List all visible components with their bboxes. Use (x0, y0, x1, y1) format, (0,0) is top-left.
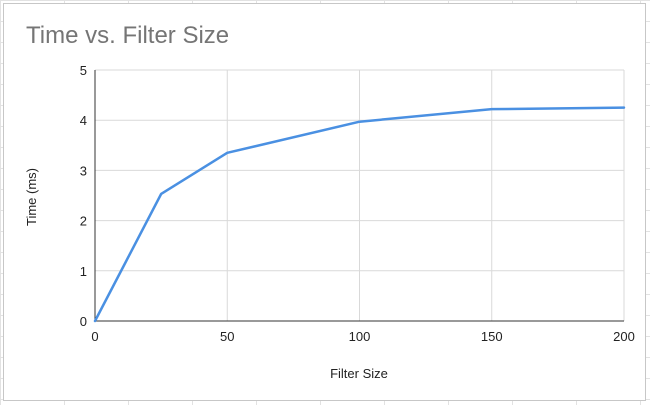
y-tick-label: 4 (80, 113, 87, 128)
x-tick-label: 0 (91, 329, 98, 344)
y-tick-label: 2 (80, 214, 87, 229)
y-tick-label: 1 (80, 264, 87, 279)
chart-title: Time vs. Filter Size (26, 22, 230, 49)
x-tick-label: 50 (220, 329, 234, 344)
y-tick-label: 0 (80, 314, 87, 329)
x-tick-label: 100 (349, 329, 371, 344)
y-tick-label: 5 (80, 63, 87, 78)
x-axis-label: Filter Size (330, 366, 388, 381)
series-line (93, 106, 626, 323)
y-axis-label: Time (ms) (24, 168, 39, 226)
x-tick-label: 150 (481, 329, 503, 344)
axes (94, 70, 624, 322)
grid-lines (95, 69, 625, 321)
series (93, 106, 626, 323)
y-tick-label: 3 (80, 163, 87, 178)
x-tick-label: 200 (613, 329, 635, 344)
chart-card[interactable]: Time vs. Filter Size (3, 3, 646, 401)
